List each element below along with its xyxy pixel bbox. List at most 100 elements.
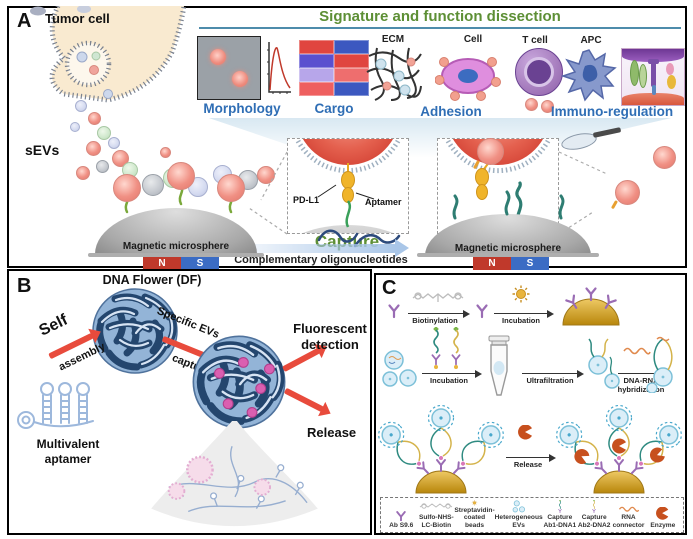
legend-biotin: Sulfo-NHS-LC-Biotin <box>418 500 454 530</box>
ultrafiltration-arrow <box>522 368 584 380</box>
microsphere-right-label: Magnetic microsphere <box>454 243 562 254</box>
capture-inset: PD-L1 Aptamer <box>273 61 423 305</box>
tcell-icon <box>515 48 563 96</box>
vesicle <box>70 122 80 132</box>
microsphere-left: Magnetic microsphere <box>95 208 257 254</box>
vesicle <box>88 112 101 125</box>
sevs-label: sEVs <box>25 142 60 158</box>
hybridization-label: DNA-RNA hybridization <box>617 376 665 394</box>
legend-box: Ab S9.6 Sulfo-NHS-LC-Biotin Streptavidin… <box>380 497 684 533</box>
heterogeneous-evs-icon <box>382 350 417 387</box>
legend-enzyme-icon <box>655 507 669 520</box>
captured-vesicle <box>167 162 195 190</box>
legend-ab1-label: Capture Ab1-DNA1 <box>543 514 577 530</box>
legend-ab2-label: Capture Ab2-DNA2 <box>577 514 611 530</box>
magnet-n-left: N <box>143 257 181 270</box>
enzyme-icon <box>518 425 532 440</box>
legend-beads-icon <box>471 500 478 506</box>
incubation-label-2: Incubation <box>430 376 468 385</box>
tumor-cell-label: Tumor cell <box>45 11 110 26</box>
apc-label: APC <box>580 35 602 46</box>
released-aptamer-stems <box>452 190 565 220</box>
bead-ev-assembly-icon <box>378 404 504 494</box>
cell-label: Cell <box>463 34 483 45</box>
receptor-purple <box>651 61 656 87</box>
dna-flower-ev-icon <box>189 331 289 433</box>
adhesion-caption: Adhesion <box>420 104 482 119</box>
section-header: Signature and function dissection <box>199 8 681 29</box>
biotinylation-arrow <box>408 308 470 320</box>
release-label-b: Release <box>307 425 357 440</box>
panel-c: C Biotinylation Incubation <box>374 273 687 535</box>
vesicle <box>97 126 111 140</box>
cargo-heatmap <box>299 40 369 96</box>
morphology-caption: Morphology <box>203 101 281 116</box>
incubation-label-1: Incubation <box>502 316 540 325</box>
legend-biotin-label: Sulfo-NHS-LC-Biotin <box>418 514 454 530</box>
released-vesicle <box>477 138 504 165</box>
panel-b: B DNA Flower (DF) Self assembly Multival… <box>7 269 372 535</box>
legend-evs-label: Heterogeneous EVs <box>494 514 543 530</box>
rna-connector-icon <box>623 347 651 355</box>
released-vesicle <box>615 180 640 205</box>
legend-rna-icon <box>618 507 639 513</box>
immuno-caption: Immuno-regulation <box>550 104 674 119</box>
ecm-icon <box>366 47 422 101</box>
captured-vesicle <box>217 174 245 202</box>
size-histogram-icon <box>267 42 291 94</box>
incubation-arrow-2 <box>422 368 482 380</box>
release-arrow-c <box>506 452 556 464</box>
legend-rna-label: RNA connector <box>612 514 645 530</box>
vesicle <box>96 160 109 173</box>
vesicle <box>525 98 538 111</box>
panel-b-label: B <box>17 275 32 297</box>
dna-flower-icon <box>89 287 181 375</box>
legend-ab2-icon <box>592 500 596 514</box>
receptor-purple-top <box>648 59 659 64</box>
ev-dot <box>210 49 226 65</box>
biotinylation-label: Biotinylation <box>412 316 458 325</box>
vesicle <box>160 147 171 158</box>
aptamer-label: Aptamer <box>365 197 402 207</box>
panel-a-label: A <box>17 10 32 32</box>
apc-icon <box>561 49 617 102</box>
legend-evs: Heterogeneous EVs <box>495 500 543 530</box>
legend-ab-label: Ab S9.6 <box>389 522 414 530</box>
self-label: Self <box>36 311 71 340</box>
biotin-structure-icon <box>412 292 464 302</box>
released-dna-fan <box>151 420 318 527</box>
streptavidin-bead-icon <box>512 285 530 303</box>
microsphere-left-base <box>88 253 264 257</box>
ev-with-conjugates-icon <box>588 338 620 389</box>
vesicle <box>108 137 120 149</box>
capture-inset-art <box>273 61 423 305</box>
legend-biotin-icon <box>420 503 453 510</box>
legend-ab: Ab S9.6 <box>384 500 418 530</box>
vesicle-tail <box>610 199 618 210</box>
immune-synapse-image <box>621 48 685 106</box>
df-title: DNA Flower (DF) <box>102 273 202 287</box>
antibody-icon <box>388 304 400 319</box>
released-assembly-icon <box>556 404 682 494</box>
tcell-label: T cell <box>522 35 548 46</box>
release-arrow <box>284 387 324 412</box>
morphology-image <box>197 36 261 100</box>
tcell-membrane <box>622 93 684 105</box>
oligo-label: Complementary oligonucleotides <box>234 254 408 266</box>
legend-beads: Streptavidin-coated beads <box>454 500 495 530</box>
microsphere-left-label: Magnetic microsphere <box>122 241 230 252</box>
tcell-nucleus <box>524 57 554 87</box>
multivalent-aptamer-label: Multivalent aptamer <box>36 437 100 466</box>
legend-rna: RNA connector <box>611 500 645 530</box>
vesicle <box>86 141 101 156</box>
cargo-caption: Cargo <box>314 101 354 116</box>
panel-a: A Tumor cell sEVs S <box>7 6 687 305</box>
receptor-green2 <box>639 64 647 88</box>
legend-ab1: Capture Ab1-DNA1 <box>543 500 577 530</box>
receptor-blue <box>652 85 656 95</box>
legend-beads-label: Streptavidin-coated beads <box>454 506 495 530</box>
ev-dot <box>232 71 248 87</box>
captured-vesicle <box>113 174 141 202</box>
vesicle <box>76 166 90 180</box>
